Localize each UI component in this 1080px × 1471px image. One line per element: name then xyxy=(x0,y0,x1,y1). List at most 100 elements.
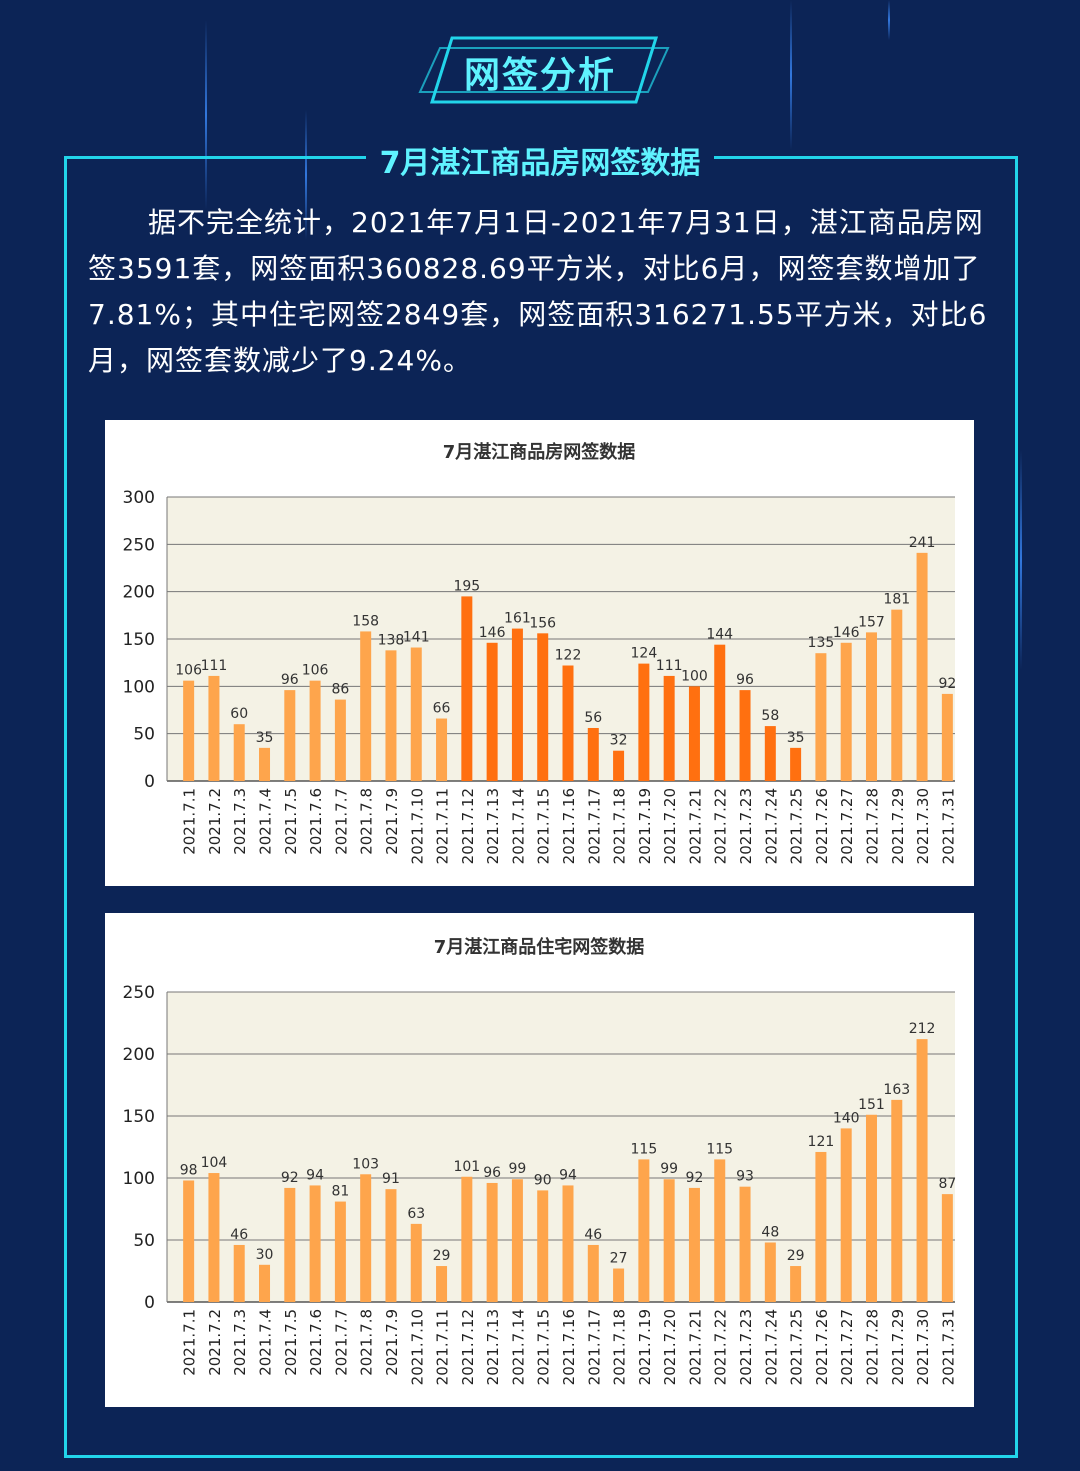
x-tick-label: 2021.7.9 xyxy=(383,1309,401,1376)
x-tick-label: 2021.7.1 xyxy=(181,788,199,855)
y-tick-label: 100 xyxy=(123,677,155,697)
x-tick-label: 2021.7.10 xyxy=(408,788,426,864)
bar xyxy=(815,653,827,781)
bar xyxy=(688,686,700,781)
x-tick-label: 2021.7.4 xyxy=(257,788,275,855)
data-label: 146 xyxy=(479,625,506,641)
bar xyxy=(865,632,877,781)
x-tick-label: 2021.7.20 xyxy=(661,788,679,864)
bar xyxy=(511,628,523,781)
x-tick-label: 2021.7.7 xyxy=(332,1309,350,1376)
x-tick-label: 2021.7.14 xyxy=(509,1309,527,1385)
x-tick-label: 2021.7.26 xyxy=(813,788,831,864)
x-tick-label: 2021.7.9 xyxy=(383,788,401,855)
x-tick-label: 2021.7.15 xyxy=(535,1309,553,1385)
bar xyxy=(688,1187,700,1302)
x-tick-label: 2021.7.28 xyxy=(863,1309,881,1385)
x-tick-label: 2021.7.30 xyxy=(914,788,932,864)
bar xyxy=(183,1180,195,1302)
bar xyxy=(183,680,195,781)
x-tick-label: 2021.7.30 xyxy=(914,1309,932,1385)
data-label: 181 xyxy=(883,592,910,608)
bar xyxy=(739,1186,751,1302)
section-heading: 7月湛江商品房网签数据 xyxy=(0,138,1080,182)
data-label: 27 xyxy=(610,1251,628,1267)
data-label: 156 xyxy=(529,615,556,631)
x-tick-label: 2021.7.8 xyxy=(358,788,376,855)
y-tick-label: 150 xyxy=(123,1107,155,1127)
chart-residential-housing: 7月湛江商品住宅网签数据 0 50 100 150 200 250 98 2021.7.1 104… xyxy=(105,913,974,1407)
section-title: 7月湛江商品房网签数据 xyxy=(365,138,715,182)
x-tick-label: 2021.7.5 xyxy=(282,1309,300,1376)
bar xyxy=(714,644,726,781)
data-label: 94 xyxy=(306,1167,324,1183)
x-tick-label: 2021.7.6 xyxy=(307,1309,325,1376)
data-label: 146 xyxy=(833,625,860,641)
x-tick-label: 2021.7.19 xyxy=(636,788,654,864)
x-tick-label: 2021.7.28 xyxy=(863,788,881,864)
x-tick-label: 2021.7.4 xyxy=(257,1309,275,1376)
y-tick-label: 150 xyxy=(123,630,155,650)
x-tick-label: 2021.7.11 xyxy=(434,788,452,864)
data-label: 104 xyxy=(201,1155,228,1171)
bar xyxy=(790,1266,802,1302)
x-tick-label: 2021.7.29 xyxy=(889,788,907,864)
x-tick-label: 2021.7.5 xyxy=(282,788,300,855)
data-label: 100 xyxy=(681,668,708,684)
y-tick-label: 200 xyxy=(123,1045,155,1065)
bar xyxy=(891,609,903,781)
bar xyxy=(638,1159,650,1302)
bar xyxy=(840,642,852,781)
header-tag-frame xyxy=(418,36,670,104)
data-label: 35 xyxy=(256,730,274,746)
bar xyxy=(764,726,776,781)
y-tick-label: 0 xyxy=(144,1293,155,1313)
x-tick-label: 2021.7.26 xyxy=(813,1309,831,1385)
x-tick-label: 2021.7.18 xyxy=(611,788,629,864)
x-tick-label: 2021.7.20 xyxy=(661,1309,679,1385)
data-label: 212 xyxy=(909,1021,936,1037)
x-tick-label: 2021.7.21 xyxy=(686,788,704,864)
bar xyxy=(663,1179,675,1302)
y-tick-label: 100 xyxy=(123,1169,155,1189)
bar xyxy=(410,1223,422,1302)
y-tick-label: 250 xyxy=(123,983,155,1003)
bar xyxy=(764,1242,776,1302)
data-label: 30 xyxy=(256,1247,274,1263)
x-tick-label: 2021.7.8 xyxy=(358,1309,376,1376)
x-tick-label: 2021.7.16 xyxy=(560,1309,578,1385)
bar xyxy=(385,650,397,781)
bar xyxy=(916,1039,928,1302)
bar xyxy=(916,552,928,781)
bar xyxy=(663,675,675,781)
data-label: 195 xyxy=(453,578,480,594)
data-label: 140 xyxy=(833,1110,860,1126)
data-label: 141 xyxy=(403,630,430,646)
x-tick-label: 2021.7.1 xyxy=(181,1309,199,1376)
data-label: 92 xyxy=(281,1170,299,1186)
data-label: 92 xyxy=(938,676,956,692)
data-label: 93 xyxy=(736,1169,754,1185)
bar xyxy=(486,1182,498,1302)
x-tick-label: 2021.7.25 xyxy=(788,788,806,864)
x-tick-label: 2021.7.14 xyxy=(509,788,527,864)
light-streak xyxy=(790,0,792,150)
x-tick-label: 2021.7.19 xyxy=(636,1309,654,1385)
data-label: 135 xyxy=(808,635,835,651)
y-tick-label: 50 xyxy=(133,1231,155,1251)
data-label: 90 xyxy=(534,1172,552,1188)
light-streak xyxy=(888,0,890,40)
data-label: 103 xyxy=(352,1156,379,1172)
data-label: 163 xyxy=(883,1082,910,1098)
data-label: 32 xyxy=(610,733,628,749)
bar xyxy=(613,1268,625,1302)
bar xyxy=(587,727,599,781)
data-label: 241 xyxy=(909,535,936,551)
x-tick-label: 2021.7.2 xyxy=(206,788,224,855)
bar xyxy=(233,1244,245,1302)
data-label: 48 xyxy=(761,1224,779,1240)
data-label: 115 xyxy=(706,1141,733,1157)
x-tick-label: 2021.7.31 xyxy=(939,1309,957,1385)
chart-title: 7月湛江商品房网签数据 xyxy=(443,441,636,463)
x-tick-label: 2021.7.12 xyxy=(459,788,477,864)
